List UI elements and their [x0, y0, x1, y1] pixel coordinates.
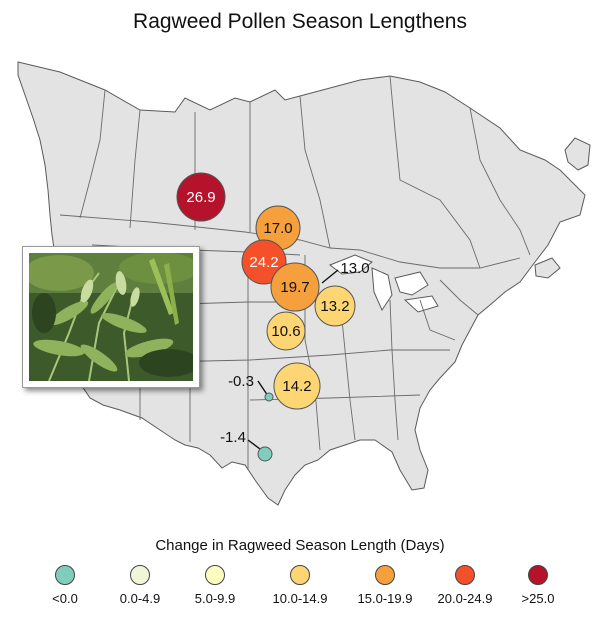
- station-value-label: -0.3: [228, 373, 254, 390]
- legend-swatch: [55, 565, 75, 585]
- station-marker: [273, 362, 321, 410]
- legend-swatch: [375, 565, 395, 585]
- legend-label: 10.0-14.9: [272, 591, 328, 606]
- station-value-label: 13.0: [340, 260, 369, 277]
- ragweed-plant-photo: [29, 253, 193, 381]
- station-value-label: 10.6: [271, 323, 300, 340]
- legend-label: 5.0-9.9: [194, 591, 236, 606]
- station-marker: [264, 392, 274, 402]
- station-value-label: 13.2: [320, 298, 349, 315]
- legend-label: 20.0-24.9: [437, 591, 493, 606]
- great-lakes: [328, 254, 439, 313]
- legend-label: 0.0-4.9: [119, 591, 161, 606]
- legend-swatch: [205, 565, 225, 585]
- station-value-label: 24.2: [249, 254, 278, 271]
- station-value-label: -1.4: [220, 429, 246, 446]
- legend-item: 0.0-4.9: [105, 565, 175, 606]
- station-marker: [270, 262, 320, 312]
- legend-item: 20.0-24.9: [430, 565, 500, 606]
- station-value-label: 26.9: [186, 189, 215, 206]
- legend-label: 15.0-19.9: [357, 591, 413, 606]
- station-marker: [176, 172, 226, 222]
- legend-item: <0.0: [30, 565, 100, 606]
- legend-label: <0.0: [52, 591, 78, 606]
- station-markers: 26.9 17.0 24.219.7 13.2 10.6 14.2 -0.3 -1.4 13.0: [176, 172, 370, 462]
- legend-swatch: [290, 565, 310, 585]
- station-marker: [266, 311, 306, 351]
- legend-item: 10.0-14.9: [265, 565, 335, 606]
- station-value-label: 19.7: [280, 279, 309, 296]
- legend-item: 15.0-19.9: [350, 565, 420, 606]
- legend-swatch: [455, 565, 475, 585]
- legend-swatch: [528, 565, 548, 585]
- station-value-label: 17.0: [263, 220, 292, 237]
- station-marker: [314, 285, 356, 327]
- legend-item: 5.0-9.9: [180, 565, 250, 606]
- legend-swatch: [130, 565, 150, 585]
- station-marker: [257, 446, 273, 462]
- station-value-label: 14.2: [282, 378, 311, 395]
- map-title: Ragweed Pollen Season Lengthens: [133, 10, 467, 33]
- legend-label: >25.0: [521, 591, 555, 606]
- arctic-island: [564, 137, 591, 171]
- ragweed-photo: [22, 246, 200, 388]
- nova-scotia: [534, 257, 561, 279]
- north-america-map: 26.9 17.0 24.219.7 13.2 10.6 14.2 -0.3 -1.4 13.0: [17, 61, 591, 506]
- legend-title: Change in Ragweed Season Length (Days): [155, 537, 445, 554]
- legend-item: >25.0: [503, 565, 573, 606]
